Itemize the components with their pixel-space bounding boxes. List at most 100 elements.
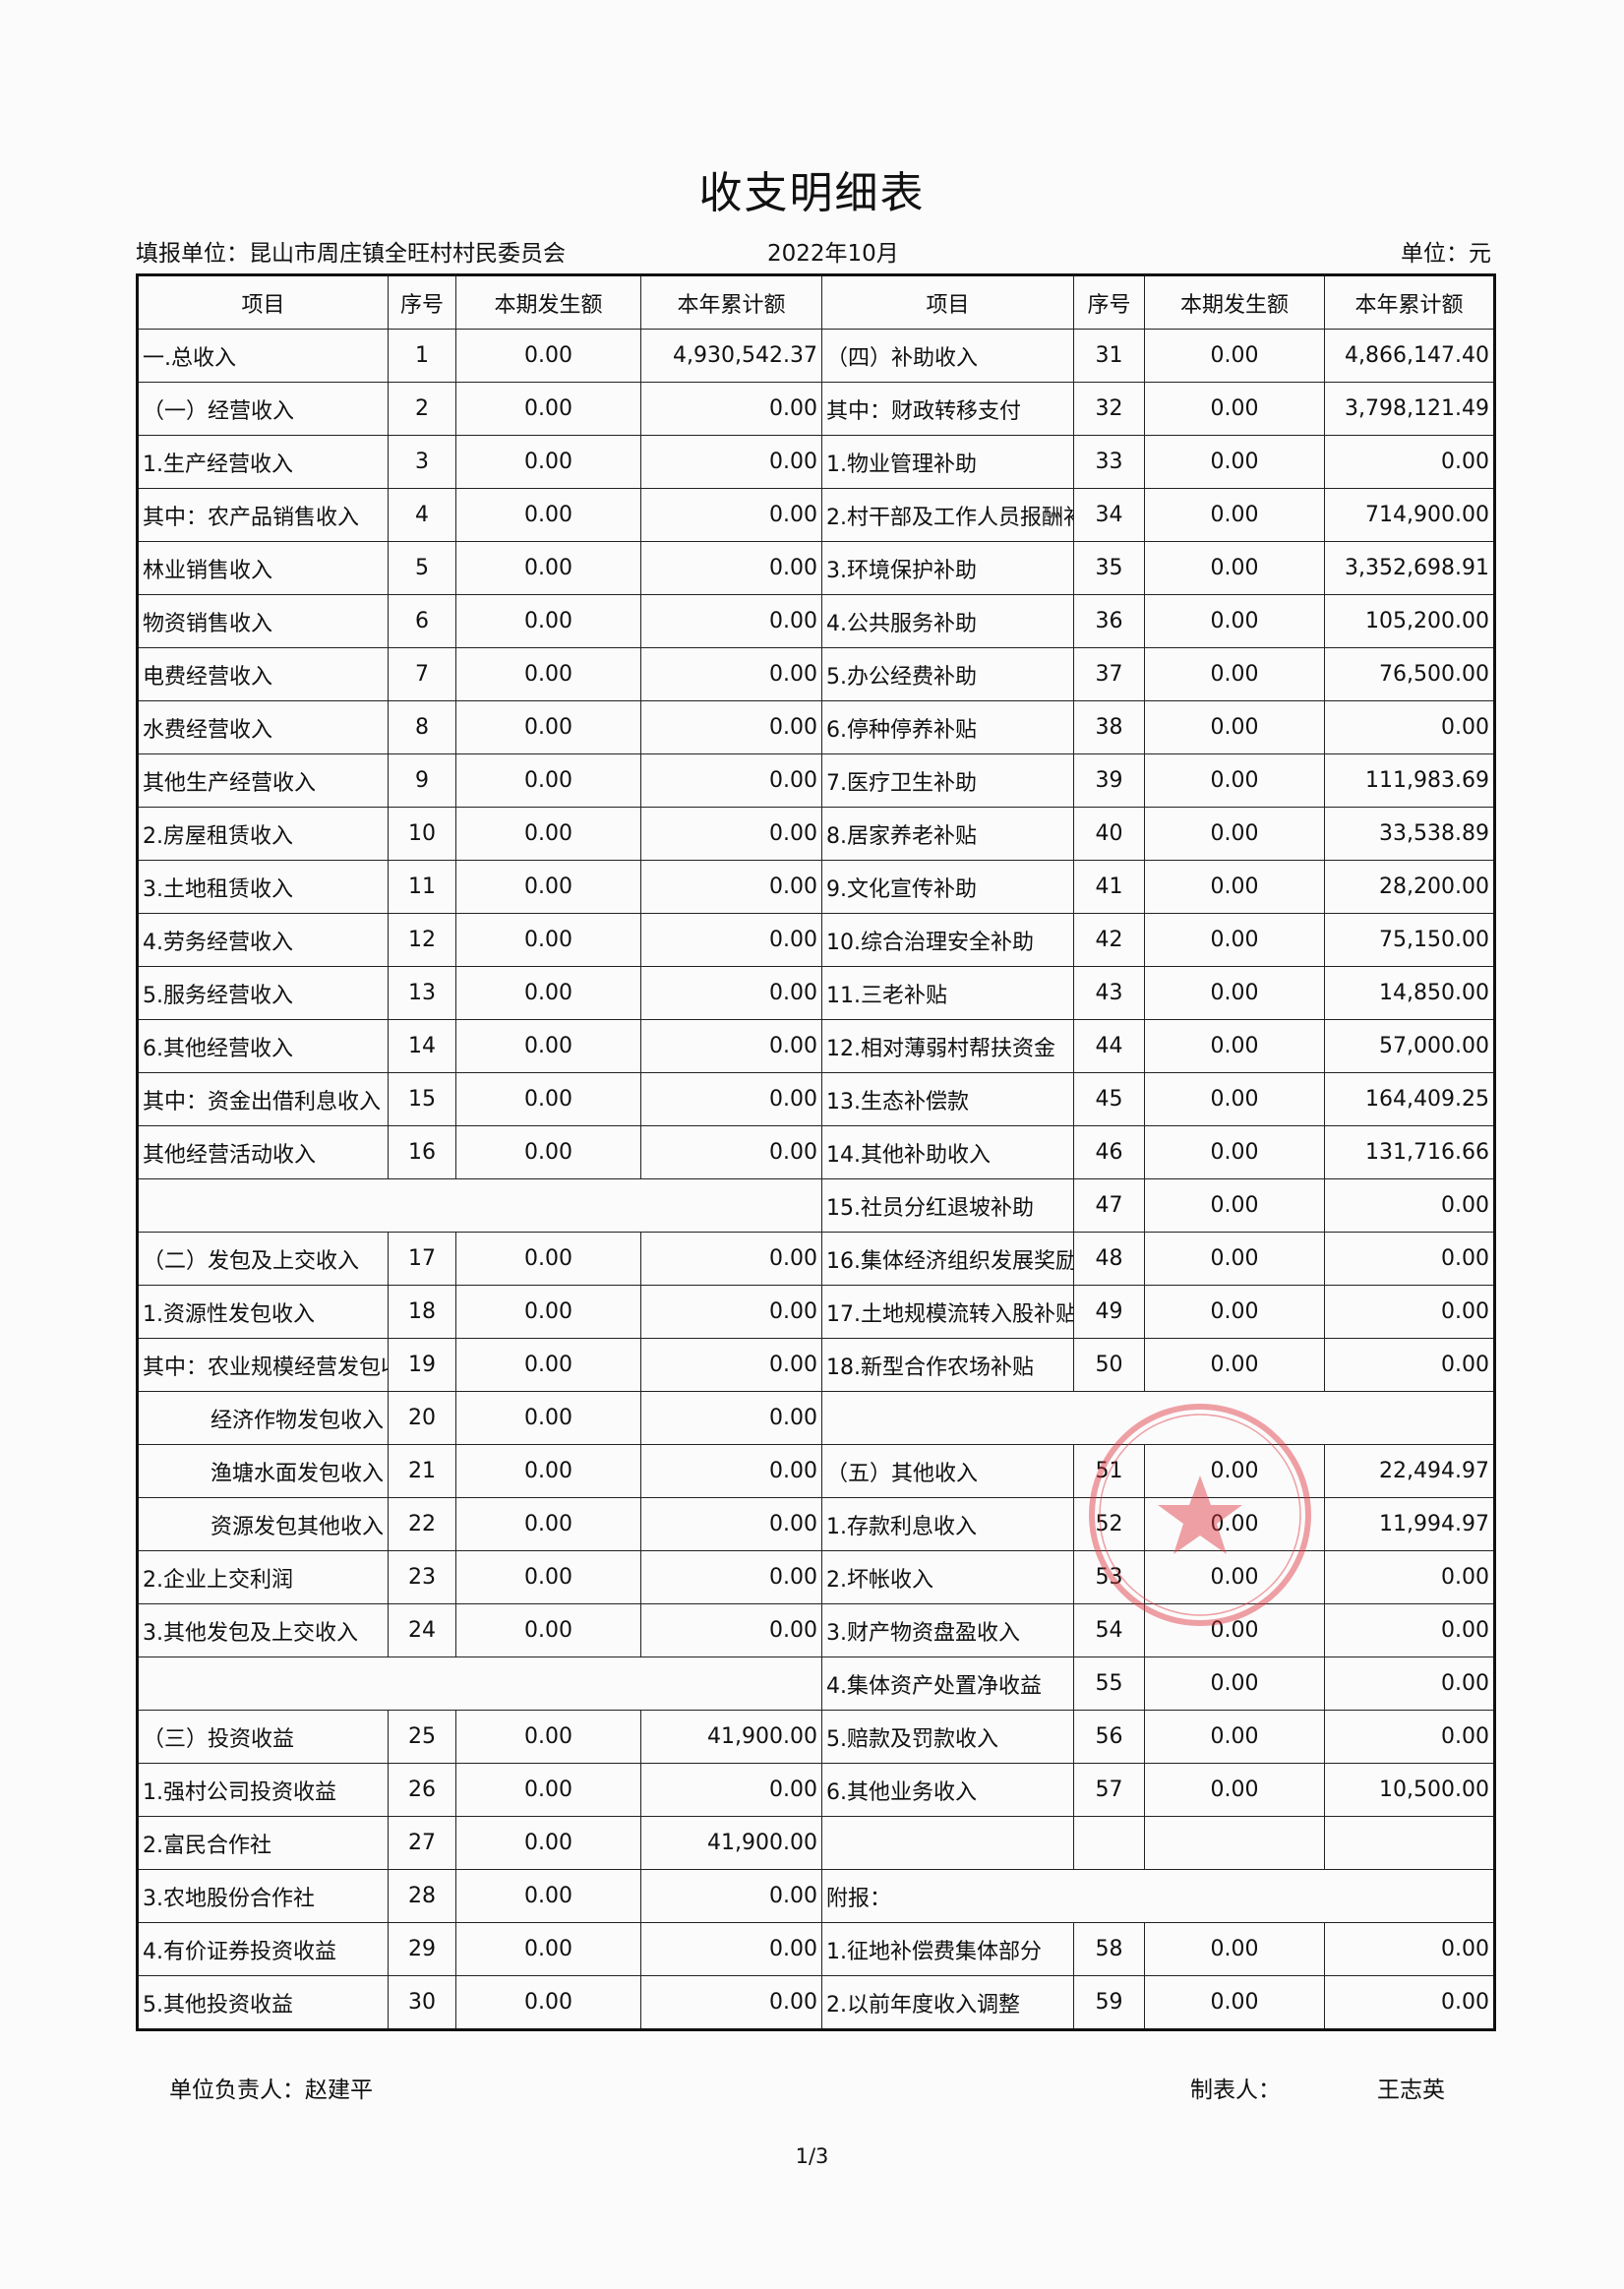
left-current-amount: 0.00 (455, 382, 641, 436)
table-row: 经济作物发包收入 20 0.00 0.00 (137, 1391, 1495, 1445)
left-seq: 1 (388, 329, 456, 383)
right-current-amount (1144, 1816, 1325, 1870)
left-item-name: 5.服务经营收入 (137, 966, 389, 1020)
left-current-amount: 0.00 (455, 1550, 641, 1604)
left-current-amount: 0.00 (455, 1444, 641, 1498)
left-item-name: 其中：农业规模经营发包收入 (137, 1338, 389, 1392)
left-item-name: 水费经营收入 (137, 700, 389, 754)
right-item-name: 其中：财政转移支付 (821, 382, 1074, 436)
left-seq: 25 (388, 1710, 456, 1764)
right-current-amount: 0.00 (1144, 966, 1325, 1020)
right-current-amount: 0.00 (1144, 382, 1325, 436)
right-seq: 53 (1073, 1550, 1145, 1604)
left-current-amount: 0.00 (455, 753, 641, 808)
right-current-amount: 0.00 (1144, 1019, 1325, 1073)
table-row: 2.企业上交利润 23 0.00 0.00 2.坏帐收入 53 0.00 0.00 (137, 1550, 1495, 1604)
left-current-amount: 0.00 (455, 1338, 641, 1392)
left-item-name: 4.劳务经营收入 (137, 913, 389, 967)
right-seq: 49 (1073, 1285, 1145, 1339)
right-seq: 57 (1073, 1763, 1145, 1817)
right-seq: 50 (1073, 1338, 1145, 1392)
left-ytd-amount: 0.00 (640, 1285, 822, 1339)
left-ytd-amount: 0.00 (640, 1603, 822, 1657)
table-row: 3.农地股份合作社 28 0.00 0.00 附报： (137, 1869, 1495, 1923)
right-seq: 36 (1073, 594, 1145, 648)
table-row: 1.生产经营收入 3 0.00 0.00 1.物业管理补助 33 0.00 0.00 (137, 435, 1495, 489)
right-current-amount: 0.00 (1144, 1232, 1325, 1286)
right-current-amount: 0.00 (1144, 1444, 1325, 1498)
left-ytd-amount: 0.00 (640, 1922, 822, 1976)
right-ytd-amount: 0.00 (1324, 1178, 1495, 1233)
right-item-name: 2.坏帐收入 (821, 1550, 1074, 1604)
table-row: 4.集体资产处置净收益 55 0.00 0.00 (137, 1657, 1495, 1711)
left-item-name: 2.企业上交利润 (137, 1550, 389, 1604)
left-current-amount: 0.00 (455, 807, 641, 861)
table-row: 其他经营活动收入 16 0.00 0.00 14.其他补助收入 46 0.00 131,716… (137, 1125, 1495, 1179)
right-item-name: 16.集体经济组织发展奖励补助收入 (821, 1232, 1074, 1286)
right-ytd-amount: 111,983.69 (1324, 753, 1495, 808)
left-item-name: 资源发包其他收入 (137, 1497, 389, 1551)
left-ytd-amount: 0.00 (640, 1763, 822, 1817)
table-row: 2.房屋租赁收入 10 0.00 0.00 8.居家养老补贴 40 0.00 33,538.8… (137, 807, 1495, 861)
right-seq: 40 (1073, 807, 1145, 861)
left-item-name: 电费经营收入 (137, 647, 389, 701)
right-ytd-amount: 714,900.00 (1324, 488, 1495, 542)
left-seq: 9 (388, 753, 456, 808)
left-current-amount: 0.00 (455, 488, 641, 542)
right-ytd-amount: 131,716.66 (1324, 1125, 1495, 1179)
right-ytd-amount: 0.00 (1324, 1922, 1495, 1976)
table-row: 一.总收入 1 0.00 4,930,542.37 （四）补助收入 31 0.00 4,866… (137, 329, 1495, 383)
right-item-name: 15.社员分红退坡补助 (821, 1178, 1074, 1233)
left-item-name: 2.房屋租赁收入 (137, 807, 389, 861)
right-current-amount: 0.00 (1144, 807, 1325, 861)
right-ytd-amount: 76,500.00 (1324, 647, 1495, 701)
left-ytd-amount: 0.00 (640, 753, 822, 808)
left-ytd-amount: 0.00 (640, 966, 822, 1020)
right-ytd-amount: 75,150.00 (1324, 913, 1495, 967)
right-seq: 34 (1073, 488, 1145, 542)
right-seq: 56 (1073, 1710, 1145, 1764)
table-row: 渔塘水面发包收入 21 0.00 0.00 （五）其他收入 51 0.00 22,494.97 (137, 1444, 1495, 1498)
right-seq: 38 (1073, 700, 1145, 754)
right-current-amount: 0.00 (1144, 1550, 1325, 1604)
right-current-amount: 0.00 (1144, 1975, 1325, 2030)
left-seq: 3 (388, 435, 456, 489)
right-current-amount: 0.00 (1144, 700, 1325, 754)
left-ytd-amount: 0.00 (640, 435, 822, 489)
unit-head: 单位负责人：赵建平 (169, 2078, 373, 2103)
preparer-label: 制表人： (1190, 2078, 1281, 2103)
left-ytd-amount: 0.00 (640, 1869, 822, 1923)
right-seq: 42 (1073, 913, 1145, 967)
right-seq: 43 (1073, 966, 1145, 1020)
right-seq: 31 (1073, 329, 1145, 383)
right-current-amount: 0.00 (1144, 594, 1325, 648)
left-ytd-amount: 41,900.00 (640, 1710, 822, 1764)
right-item-name: 5.办公经费补助 (821, 647, 1074, 701)
left-seq: 4 (388, 488, 456, 542)
left-current-amount: 0.00 (455, 1232, 641, 1286)
left-current-amount: 0.00 (455, 1922, 641, 1976)
right-ytd-amount: 4,866,147.40 (1324, 329, 1495, 383)
left-item-name: 其中：农产品销售收入 (137, 488, 389, 542)
right-ytd-amount: 0.00 (1324, 1603, 1495, 1657)
right-seq: 55 (1073, 1657, 1145, 1711)
right-seq: 47 (1073, 1178, 1145, 1233)
left-item-name: 渔塘水面发包收入 (137, 1444, 389, 1498)
right-seq: 37 (1073, 647, 1145, 701)
left-ytd-amount: 0.00 (640, 647, 822, 701)
left-seq: 29 (388, 1922, 456, 1976)
table-row: 其中：资金出借利息收入 15 0.00 0.00 13.生态补偿款 45 0.00 164,4… (137, 1072, 1495, 1126)
left-item-name: 4.有价证券投资收益 (137, 1922, 389, 1976)
appendix-label: 附报： (821, 1869, 1495, 1923)
left-seq: 17 (388, 1232, 456, 1286)
left-current-amount: 0.00 (455, 913, 641, 967)
right-ytd-amount: 28,200.00 (1324, 860, 1495, 914)
left-seq: 8 (388, 700, 456, 754)
left-ytd-amount: 0.00 (640, 541, 822, 595)
right-seq: 59 (1073, 1975, 1145, 2030)
right-current-amount: 0.00 (1144, 1710, 1325, 1764)
left-current-amount: 0.00 (455, 860, 641, 914)
right-current-amount: 0.00 (1144, 860, 1325, 914)
left-seq: 20 (388, 1391, 456, 1445)
right-current-amount: 0.00 (1144, 647, 1325, 701)
